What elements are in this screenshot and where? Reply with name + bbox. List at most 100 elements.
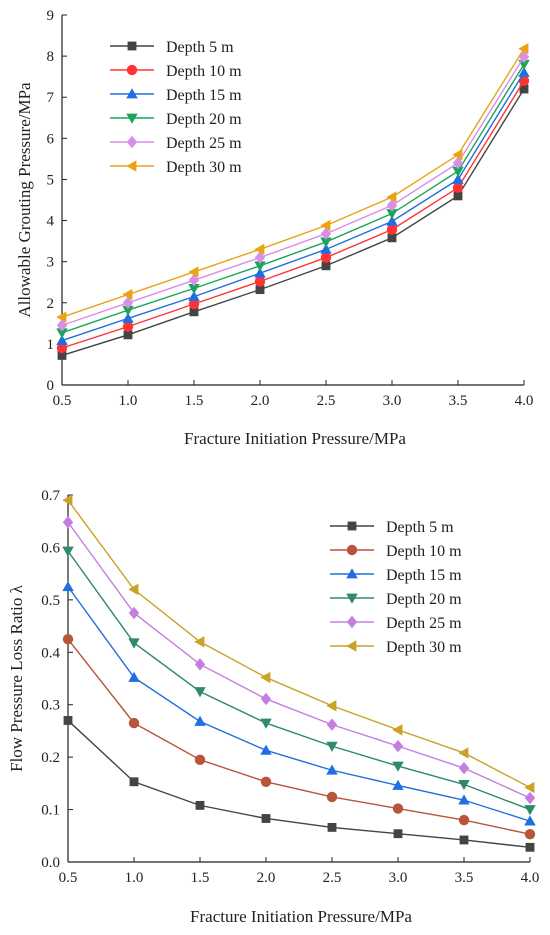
data-point — [458, 779, 470, 791]
data-point — [525, 842, 535, 852]
data-point — [320, 219, 331, 232]
series-line — [61, 63, 525, 334]
data-point — [326, 700, 337, 712]
legend-marker — [126, 135, 138, 149]
data-point — [188, 283, 200, 295]
x-tick-label: 3.5 — [455, 870, 474, 886]
data-point — [254, 267, 266, 278]
data-point — [458, 794, 470, 805]
data-point — [122, 312, 134, 323]
data-point — [56, 334, 68, 346]
data-point — [386, 191, 397, 203]
data-point — [458, 814, 470, 826]
data-point — [129, 777, 139, 787]
x-tick-label: 1.0 — [119, 393, 138, 409]
data-point — [453, 191, 463, 201]
data-point — [392, 724, 403, 736]
data-point — [56, 311, 67, 323]
data-point — [386, 209, 398, 220]
data-point — [128, 606, 140, 620]
data-point — [254, 276, 266, 287]
data-point — [194, 715, 206, 726]
data-point — [392, 761, 404, 772]
data-point — [123, 330, 133, 340]
data-point — [524, 805, 536, 816]
data-point — [56, 328, 68, 339]
data-point — [128, 671, 140, 682]
x-tick-label: 2.0 — [251, 393, 270, 409]
data-point — [458, 761, 470, 775]
y-tick-label: 0.3 — [41, 698, 60, 714]
series-line — [67, 499, 531, 789]
legend-label: Depth 30 m — [166, 159, 242, 176]
y-tick-label: 7 — [47, 90, 55, 106]
x-tick-label: 3.0 — [383, 393, 402, 409]
data-point — [62, 516, 74, 529]
data-point — [188, 298, 200, 310]
y-tick-label: 6 — [47, 131, 55, 147]
legend-marker — [346, 615, 358, 629]
x-tick-label: 1.5 — [191, 870, 210, 886]
data-point — [326, 764, 338, 775]
data-point — [188, 273, 200, 287]
data-point — [195, 800, 205, 810]
data-point — [326, 718, 338, 731]
data-point — [458, 747, 469, 759]
series-line — [61, 72, 525, 342]
data-point — [128, 638, 140, 649]
data-point — [254, 243, 265, 256]
series-line — [67, 586, 531, 822]
legend-label: Depth 20 m — [386, 591, 462, 608]
data-point — [452, 173, 464, 184]
data-point — [392, 803, 404, 814]
data-point — [452, 156, 464, 170]
y-tick-label: 0.6 — [41, 540, 60, 556]
data-point — [452, 149, 463, 161]
data-point — [122, 296, 134, 310]
data-point — [320, 243, 332, 254]
x-tick-label: 3.0 — [389, 870, 408, 886]
data-point — [128, 583, 139, 596]
data-point — [260, 671, 271, 684]
legend-marker — [126, 113, 138, 124]
legend-label: Depth 15 m — [166, 87, 242, 104]
data-point — [188, 266, 199, 278]
data-point — [524, 829, 536, 840]
y-axis-title: Flow Pressure Loss Ratio λ — [7, 584, 26, 772]
y-tick-label: 0.5 — [41, 593, 60, 609]
x-tick-label: 0.5 — [59, 870, 78, 886]
x-tick-label: 0.5 — [53, 393, 72, 409]
y-tick-label: 3 — [47, 255, 55, 271]
data-point — [62, 633, 74, 645]
legend-label: Depth 25 m — [166, 135, 242, 152]
data-point — [62, 581, 74, 592]
legend-label: Depth 20 m — [166, 111, 242, 128]
data-point — [392, 739, 404, 753]
data-point — [392, 779, 404, 790]
legend-label: Depth 25 m — [386, 615, 462, 632]
data-point — [62, 546, 74, 557]
legend-label: Depth 10 m — [386, 543, 462, 560]
data-point — [56, 342, 68, 354]
y-axis-title: Allowable Grouting Pressure/MPa — [15, 82, 34, 318]
y-tick-label: 2 — [47, 296, 55, 312]
data-point — [260, 776, 272, 787]
data-point — [128, 717, 140, 729]
y-tick-label: 9 — [47, 8, 55, 24]
x-tick-label: 2.0 — [257, 870, 276, 886]
data-point — [321, 261, 331, 271]
x-tick-label: 2.5 — [317, 393, 336, 409]
y-tick-label: 1 — [47, 337, 55, 353]
legend-marker — [127, 41, 137, 51]
legend-label: Depth 30 m — [386, 639, 462, 656]
data-point — [62, 494, 73, 506]
data-point — [326, 791, 338, 803]
data-point — [194, 658, 206, 671]
data-point — [254, 251, 266, 264]
data-point — [57, 350, 67, 360]
data-point — [254, 261, 266, 272]
x-axis-title: Fracture Initiation Pressure/MPa — [184, 429, 406, 448]
data-point — [387, 233, 397, 243]
data-point — [56, 319, 68, 332]
